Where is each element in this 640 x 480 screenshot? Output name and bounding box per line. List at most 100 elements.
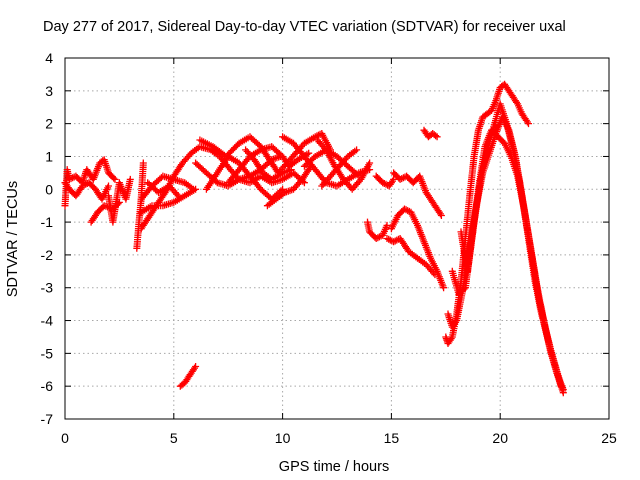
- data-point: [433, 267, 447, 290]
- series-track-s: [318, 146, 361, 190]
- data-point: [250, 156, 266, 175]
- data-point: [139, 159, 147, 167]
- data-point: [422, 189, 438, 208]
- data-point: [509, 146, 523, 185]
- data-point: [501, 80, 512, 93]
- data-point: [470, 128, 482, 160]
- data-point: [427, 254, 440, 273]
- data-point: [496, 100, 510, 126]
- data-point: [470, 178, 484, 226]
- data-point: [344, 147, 359, 160]
- data-point: [313, 136, 329, 152]
- data-point: [390, 175, 398, 183]
- series-track-d: [87, 198, 123, 226]
- data-point: [516, 179, 530, 224]
- data-point: [455, 285, 468, 298]
- y-tick-label: -7: [41, 411, 54, 427]
- data-point: [305, 149, 313, 157]
- data-point: [85, 179, 98, 192]
- data-point: [396, 235, 412, 254]
- y-tick-label: 3: [45, 83, 53, 99]
- x-tick-label: 25: [601, 430, 617, 446]
- data-point: [61, 179, 72, 192]
- series-track-n: [242, 146, 295, 183]
- data-point: [300, 134, 317, 147]
- data-point: [344, 162, 361, 179]
- data-point: [335, 154, 350, 170]
- data-point: [72, 184, 85, 200]
- data-point: [87, 210, 101, 226]
- data-point: [483, 108, 494, 118]
- data-point: [263, 196, 278, 210]
- data-point: [372, 172, 385, 185]
- series-track-h: [137, 185, 200, 216]
- data-point: [379, 223, 390, 239]
- series-track-e: [133, 159, 147, 252]
- y-tick-label: 4: [45, 50, 53, 66]
- data-point: [268, 170, 285, 183]
- series-track-peak-a: [442, 80, 532, 347]
- data-point: [202, 171, 220, 193]
- series-track-k: [196, 130, 334, 177]
- data-point: [298, 164, 314, 183]
- y-tick-label: 1: [45, 148, 53, 164]
- series-track-t: [176, 363, 200, 390]
- data-point: [448, 318, 460, 331]
- data-point: [181, 374, 192, 387]
- data-point: [353, 146, 361, 154]
- series-track-i: [144, 179, 182, 200]
- data-point: [126, 175, 134, 183]
- data-point: [213, 154, 231, 177]
- data-point: [535, 297, 549, 332]
- data-point: [242, 146, 257, 162]
- y-tick-label: 2: [45, 116, 53, 132]
- data-point: [268, 143, 285, 159]
- series-track-u: [372, 172, 398, 190]
- data-point: [89, 161, 103, 183]
- data-point: [165, 182, 181, 198]
- data-point: [385, 177, 396, 190]
- y-axis-label: SDTVAR / TECUs: [5, 181, 21, 297]
- data-point: [105, 182, 112, 190]
- data-point: [285, 157, 300, 170]
- data-point: [525, 120, 532, 128]
- series-track-x: [387, 205, 448, 292]
- y-tick-label: -6: [41, 378, 54, 394]
- data-point: [122, 177, 134, 203]
- series-track-peak-d: [457, 100, 567, 397]
- series-track-c: [105, 175, 134, 226]
- plot-frame: [64, 57, 610, 420]
- data-point: [318, 130, 333, 152]
- data-point: [416, 172, 429, 195]
- series-track-b: [61, 179, 112, 203]
- data-point: [185, 367, 196, 380]
- data-point: [433, 133, 441, 141]
- data-point: [290, 139, 307, 159]
- data-point: [311, 130, 324, 141]
- data-point: [196, 136, 215, 150]
- data-point: [479, 111, 490, 121]
- x-tick-label: 0: [61, 430, 69, 446]
- series-track-y: [383, 235, 439, 279]
- data-point: [109, 200, 122, 213]
- data-point: [390, 235, 402, 246]
- data-point: [192, 159, 209, 175]
- data-point: [483, 125, 497, 154]
- data-point: [300, 154, 318, 170]
- series-track-l: [202, 153, 287, 203]
- data-point: [431, 202, 444, 218]
- data-point: [420, 238, 434, 260]
- y-tick-label: -4: [41, 313, 54, 329]
- data-point: [440, 284, 448, 292]
- tick-layer: 0 5 10 15 20 25 -7 -6 -5 -4 -3 -2 -1 0 1 2 3 4: [41, 50, 617, 446]
- data-point: [548, 353, 562, 381]
- data-point: [542, 326, 556, 359]
- data-point: [290, 177, 305, 193]
- x-axis-label: GPS time / hours: [279, 459, 389, 475]
- data-point: [174, 192, 182, 200]
- data-point: [505, 87, 516, 100]
- series-track-z: [420, 126, 441, 141]
- data-point: [137, 203, 154, 216]
- data-point: [366, 159, 374, 167]
- data-point: [414, 221, 427, 244]
